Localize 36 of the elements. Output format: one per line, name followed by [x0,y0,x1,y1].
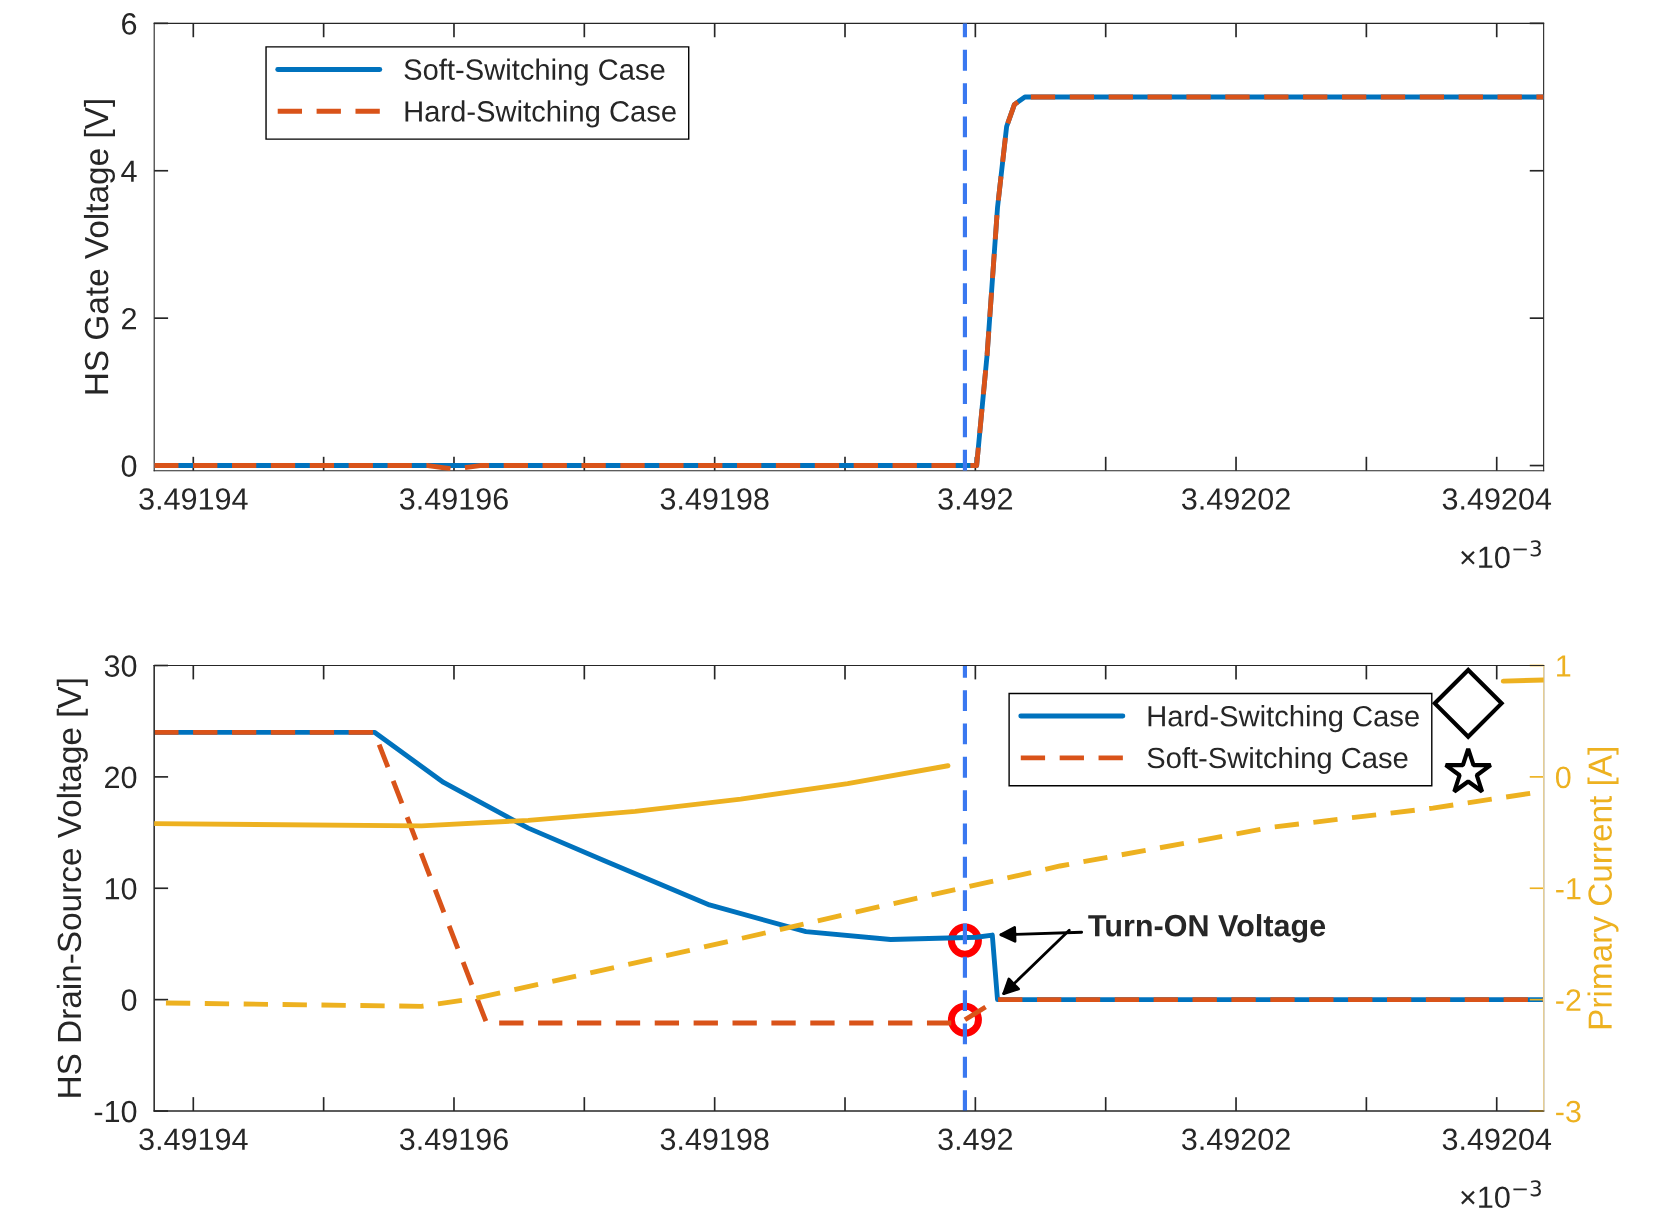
x-tick-label: 3.49196 [399,488,508,510]
x-tick-label: 3.49204 [1442,1128,1552,1151]
legend-label: Soft-Switching Case [404,58,665,86]
x-tick-label: 3.49204 [1442,488,1552,510]
y-tick-label: 0 [121,455,137,477]
x-tick-label: 3.49196 [399,1128,508,1151]
y-tick-label: 10 [105,877,137,900]
y2-tick-label: -3 [1556,1100,1581,1123]
x-tick-label: 3.49198 [660,488,769,510]
y-tick-label: 2 [122,307,136,330]
y2-axis-title: Primary Current [A] [1587,748,1619,1029]
x-tick-label: 3.49194 [139,1128,248,1151]
y2-tick-label: 1 [1557,655,1571,677]
y2-tick-label: 0 [1555,766,1571,789]
x-tick-label: 3.492 [938,1128,1013,1151]
x-tick-label: 3.49198 [660,1128,769,1151]
y-tick-label: 4 [121,160,137,182]
x-tick-label: 3.49202 [1181,488,1290,510]
y-tick-label: 0 [121,989,137,1012]
text: ×10$^{−3}$ [1461,540,1541,569]
y-axis-title: HS Drain-Source Voltage [V] [56,679,88,1097]
x-tick-label: 3.49202 [1181,1128,1290,1151]
x-tick-label: 3.49194 [139,488,248,510]
annotation: Turn-ON Voltage [1088,914,1326,943]
y-tick-label: 30 [104,655,137,677]
legend-label: Hard-Switching Case [405,100,676,128]
y-axis-title: HS Gate Voltage [V] [83,100,115,394]
legend-label: Soft-Switching Case [1147,746,1408,775]
y-tick-label: 6 [122,13,137,35]
text: ×10$^{−3}$ [1461,1180,1541,1209]
y2-tick-label: -2 [1556,989,1581,1011]
x-tick-label: 3.492 [938,488,1013,510]
y2-tick-label: -1 [1556,878,1581,900]
y-tick-label: 20 [105,766,137,789]
y-tick-label: -10 [94,1100,137,1123]
legend-label: Hard-Switching Case [1148,705,1419,733]
